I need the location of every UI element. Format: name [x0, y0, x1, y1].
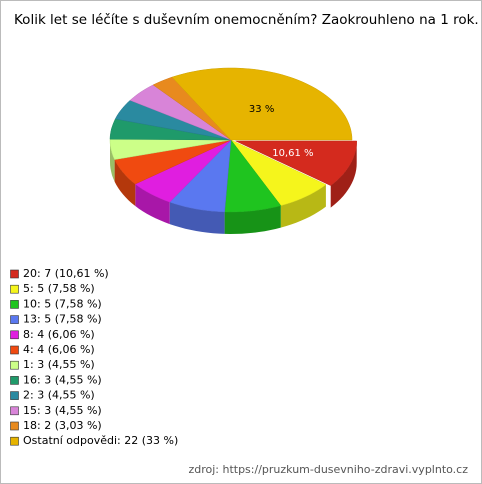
legend-label: 2: 3 (4,55 %) — [23, 389, 95, 402]
slice-label: 33 % — [249, 104, 274, 115]
legend-swatch — [10, 269, 19, 279]
legend-label: 13: 5 (7,58 %) — [23, 313, 102, 326]
slice — [235, 140, 357, 186]
legend-swatch — [10, 315, 19, 324]
legend-label: 8: 4 (6,06 %) — [23, 328, 95, 341]
legend-label: Ostatní odpovědi: 22 (33 %) — [23, 434, 178, 447]
legend-swatch — [10, 300, 19, 309]
slice-side — [135, 184, 170, 225]
slice-label: 10,61 % — [272, 148, 313, 159]
legend-swatch — [10, 376, 19, 385]
slice-side — [280, 184, 326, 228]
legend-label: 18: 2 (3,03 %) — [23, 419, 102, 432]
slice-side — [330, 141, 357, 208]
legend-label: 15: 3 (4,55 %) — [23, 404, 102, 417]
legend-label: 10: 5 (7,58 %) — [23, 297, 102, 310]
legend-swatch — [10, 421, 19, 431]
slice-side — [114, 159, 136, 206]
pie: 10,61 % 33 % — [109, 67, 357, 234]
legend-label: 16: 3 (4,55 %) — [23, 373, 102, 386]
legend-swatch — [10, 330, 19, 340]
slice — [129, 84, 232, 141]
legend-label: 5: 5 (7,58 %) — [23, 282, 95, 295]
slice — [134, 139, 232, 203]
legend-swatch — [10, 360, 19, 370]
slice — [169, 139, 232, 213]
legend-swatch — [10, 391, 19, 400]
legend-label: 20: 7 (10,61 %) — [23, 267, 109, 280]
slice-side — [169, 202, 225, 234]
slice — [109, 138, 232, 160]
slice — [114, 139, 232, 185]
slice — [171, 67, 353, 141]
legend-swatch — [10, 345, 19, 355]
legend-swatch — [10, 436, 19, 446]
legend-swatch — [10, 284, 19, 294]
slice — [230, 139, 327, 206]
slice — [224, 139, 282, 213]
legend-label: 4: 4 (6,06 %) — [23, 343, 95, 356]
legend-label: 1: 3 (4,55 %) — [23, 358, 95, 371]
source: zdroj: https://pruzkum-dusevniho-zdravi.… — [188, 463, 468, 476]
chart-title: Kolik let se léčíte s duševním onemocněn… — [14, 12, 479, 28]
slice-side — [224, 205, 281, 234]
legend-swatch — [10, 406, 19, 416]
slice — [114, 100, 232, 141]
